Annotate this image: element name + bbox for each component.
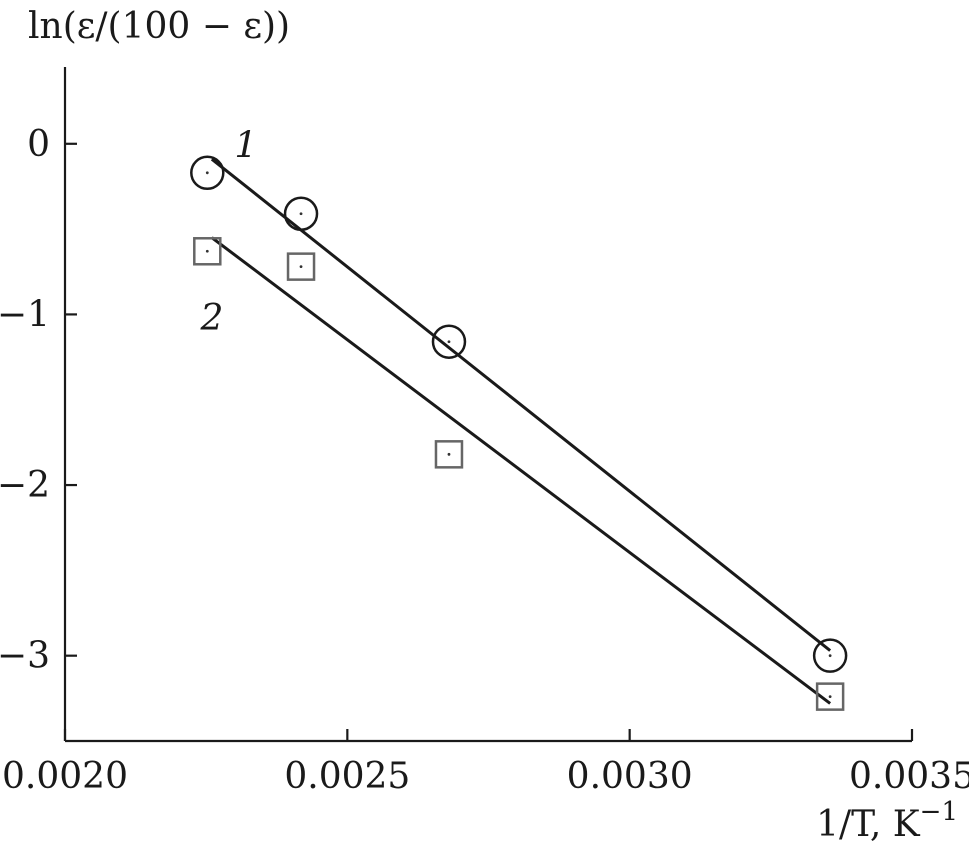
x-axis-title: 1/T, K−1 [816, 797, 958, 845]
data-markers [190, 155, 848, 711]
fit-line-series-1 [210, 157, 832, 652]
x-tick-label: 0.0035 [849, 756, 969, 797]
marker-center-dot [299, 265, 303, 269]
square-marker [815, 682, 845, 711]
marker-center-dot [447, 452, 451, 456]
marker-center-dot [828, 654, 832, 658]
circle-marker [431, 324, 467, 359]
circle-marker [283, 196, 319, 231]
square-marker [193, 237, 222, 266]
x-tick-label: 0.0030 [567, 756, 693, 797]
square-marker [286, 252, 316, 281]
circle-marker [812, 638, 848, 673]
series-label-2: 2 [200, 298, 224, 339]
marker-center-dot [205, 171, 209, 175]
y-tick-label: −3 [0, 636, 50, 677]
x-tick-label: 0.0025 [284, 756, 410, 797]
marker-center-dot [828, 695, 832, 699]
marker-center-dot [299, 212, 303, 216]
series-label-1: 1 [234, 125, 257, 166]
circle-marker [190, 155, 225, 191]
marker-center-dot [205, 249, 209, 253]
axes: 0.0020 0.0025 0.0030 0.0035 0 −1 −2 −3 [0, 67, 969, 797]
y-tick-label: 0 [27, 124, 50, 165]
series-labels: 12 [200, 125, 258, 338]
y-tick-label: −2 [0, 465, 50, 506]
square-marker [434, 440, 464, 469]
y-tick-label: −1 [0, 294, 50, 335]
y-axis-title: ln(ε/(100 − ε)) [28, 6, 290, 47]
x-tick-label: 0.0020 [2, 756, 128, 797]
fit-line-series-2 [210, 236, 832, 705]
fit-lines [210, 157, 832, 705]
marker-center-dot [447, 340, 451, 344]
